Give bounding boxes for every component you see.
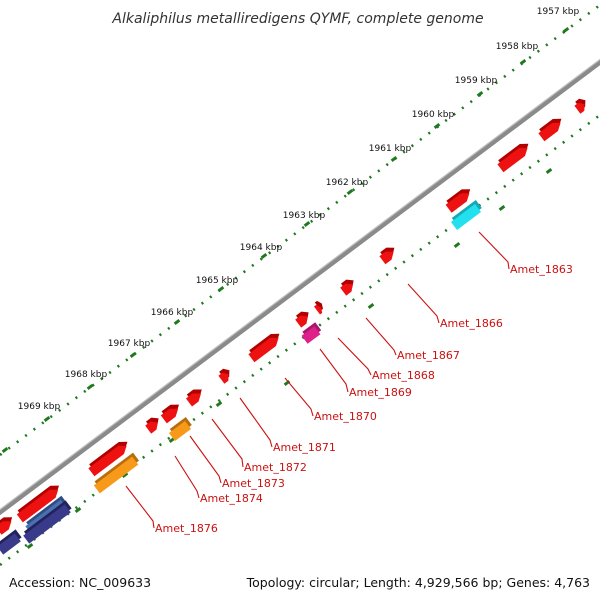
gene-label-leader (189, 435, 222, 484)
accession-text: Accession: NC_009633 (9, 575, 151, 590)
map-labels: 1957 kbp 1958 kbp 1959 kbp 1960 kbp 1961 kbp… (18, 7, 580, 535)
kbp-tick-label: 1963 kbp (283, 211, 326, 221)
outer-ring-tick (86, 384, 94, 390)
gene-label[interactable]: Amet_1872 (244, 461, 307, 474)
inner-ring-tick (545, 167, 553, 175)
cds-feature-10[interactable] (218, 372, 229, 384)
cds-feature-magenta[interactable] (301, 326, 321, 344)
gene-label[interactable]: Amet_1866 (440, 317, 503, 330)
cds-feature-7[interactable] (314, 304, 323, 315)
gene-label[interactable]: Amet_1871 (273, 441, 336, 454)
cds-feature-8[interactable] (295, 315, 308, 328)
genome-backbone-highlight (0, 58, 600, 511)
inner-ring-tick (453, 241, 461, 249)
outer-ring-tick (217, 286, 225, 292)
kbp-tick-label: 1961 kbp (369, 144, 412, 154)
kbp-tick-label: 1966 kbp (151, 308, 194, 318)
kbp-tick-label: 1964 kbp (240, 243, 283, 253)
gene-label-leader (478, 231, 510, 270)
kbp-tick-label: 1965 kbp (196, 276, 239, 286)
gene-label[interactable]: Amet_1867 (397, 349, 460, 362)
cds-feature-4[interactable] (445, 193, 470, 213)
cds-feature-3[interactable] (497, 147, 528, 173)
label-leaders (125, 231, 510, 529)
kbp-tick-label: 1969 kbp (18, 402, 61, 412)
inner-dotted-ring (0, 113, 600, 567)
gene-label-leader (365, 317, 397, 356)
inner-ring-tick (498, 204, 506, 212)
map-title: Alkaliphilus metalliredigens QYMF, compl… (111, 11, 483, 27)
cds-feature-navy[interactable] (23, 504, 71, 544)
genome-summary-text: Topology: circular; Length: 4,929,566 bp… (246, 575, 590, 590)
kbp-tick-label: 1962 kbp (326, 178, 369, 188)
gene-label-leader (407, 283, 440, 324)
cds-feature-navy-edge[interactable] (0, 533, 21, 555)
cds-feature-5[interactable] (379, 251, 394, 265)
gene-label[interactable]: Amet_1874 (200, 492, 263, 505)
kbp-tick-label: 1960 kbp (412, 110, 455, 120)
gene-label-leader (284, 377, 314, 417)
outer-ring-tick (1, 447, 9, 453)
gene-label[interactable]: Amet_1868 (372, 369, 435, 382)
gene-label-leader (337, 337, 372, 376)
cds-feature-9[interactable] (248, 337, 279, 363)
cds-feature-2[interactable] (538, 122, 561, 142)
gene-label-leader (319, 348, 349, 393)
inner-ring-tick (74, 507, 82, 513)
inner-ring-tick (367, 303, 375, 309)
cds-feature-14[interactable] (88, 445, 127, 477)
genome-backbone (0, 59, 600, 516)
gene-label[interactable]: Amet_1869 (349, 386, 412, 399)
outer-ring-tick (129, 352, 137, 358)
inner-ring-tick (215, 401, 223, 407)
outer-ring-tick (433, 122, 441, 130)
gene-label-leader (125, 485, 155, 529)
outer-ring-tick (476, 90, 484, 98)
gene-label-leader (211, 418, 244, 468)
cds-feature-15[interactable] (16, 489, 59, 523)
inner-ring-tick (121, 472, 129, 478)
inner-ring-tick (26, 543, 34, 549)
map-rings (0, 3, 600, 567)
outer-ring-tick (173, 319, 181, 325)
cds-feature-11[interactable] (186, 393, 201, 407)
kbp-tick-label: 1968 kbp (65, 370, 108, 380)
outer-ring-tick (346, 188, 354, 196)
outer-ring-tick (260, 252, 268, 259)
outer-ring-tick (303, 220, 311, 228)
cds-feature-orange-short[interactable] (169, 421, 191, 441)
gene-label[interactable]: Amet_1870 (314, 410, 377, 423)
outer-ring-tick (43, 416, 51, 422)
cds-feature-12[interactable] (160, 408, 179, 424)
outer-ring-tick (519, 58, 527, 66)
cds-feature-13[interactable] (145, 421, 158, 434)
cds-feature-1[interactable] (574, 102, 585, 114)
cds-feature-orange-long[interactable] (93, 456, 139, 494)
kbp-tick-label: 1959 kbp (455, 76, 498, 86)
gene-label-leader (239, 397, 273, 448)
gene-label[interactable]: Amet_1876 (155, 522, 218, 535)
kbp-tick-label: 1958 kbp (496, 42, 539, 52)
cds-feature-16[interactable] (0, 521, 12, 535)
outer-ring-tick (562, 26, 570, 34)
gene-label[interactable]: Amet_1873 (222, 477, 285, 490)
outer-ring-tick (390, 155, 398, 163)
kbp-tick-label: 1967 kbp (108, 339, 151, 349)
cds-feature-cyan[interactable] (451, 204, 481, 230)
gene-label-leader (174, 455, 200, 499)
kbp-tick-label: 1957 kbp (537, 7, 580, 17)
cds-feature-6[interactable] (340, 283, 353, 296)
gene-label[interactable]: Amet_1863 (510, 263, 573, 276)
gene-features (0, 98, 586, 555)
